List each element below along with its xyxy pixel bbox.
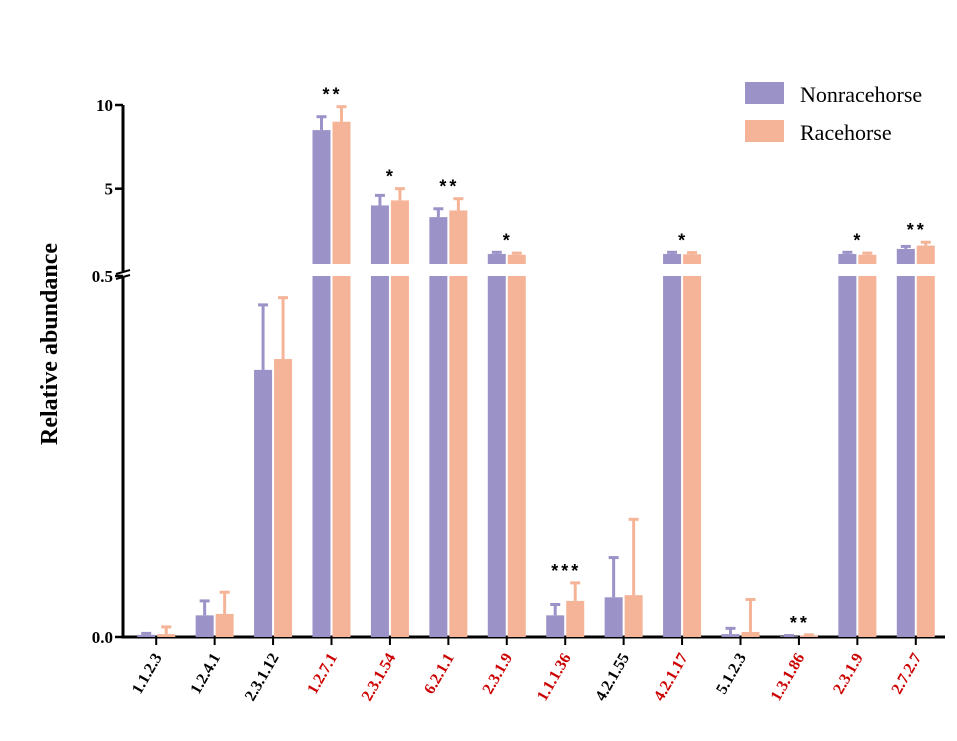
significance-marker: ** (907, 220, 927, 240)
bar-upper (838, 253, 857, 264)
bar (254, 369, 273, 637)
bar-lower (683, 276, 702, 637)
bar (215, 613, 234, 637)
bar-lower (507, 276, 526, 637)
x-tick-label: 2.3.1.9 (480, 651, 517, 698)
significance-marker: * (678, 230, 688, 250)
x-tick-label: 4.2.1.17 (651, 651, 692, 705)
bar-upper (663, 253, 682, 264)
significance-marker: ** (322, 85, 342, 105)
legend-swatch-racehorse (745, 120, 784, 142)
x-tick-label: 5.1.2.3 (713, 651, 750, 698)
bar (624, 595, 643, 637)
x-tick-label: 1.2.7.1 (304, 651, 341, 698)
bar-upper (858, 254, 877, 264)
bar-lower (332, 276, 351, 637)
bar-upper (429, 217, 448, 264)
x-tick-label: 6.2.1.1 (421, 651, 458, 698)
x-tick-label: 1.1.1.36 (534, 651, 575, 705)
bar (721, 634, 740, 637)
bar-upper (312, 130, 331, 264)
bar-upper (487, 253, 506, 264)
bar-lower (896, 276, 915, 637)
legend: Nonracehorse Racehorse (745, 82, 922, 145)
category-labels: 1.1.2.3 1.2.4.1 2.3.1.12 1.2.7.1 2.3.1.54 6.2… (129, 637, 925, 704)
x-tick-label: 2.7.2.7 (889, 651, 926, 698)
bar-upper (507, 254, 526, 264)
bar-lower (312, 276, 331, 637)
bar (566, 600, 585, 637)
bar-lower (370, 276, 389, 637)
bar (157, 634, 176, 637)
bars: *************** (137, 85, 935, 638)
bar (741, 631, 760, 637)
x-tick-label: 4.2.1.55 (592, 651, 633, 705)
bar-lower (663, 276, 682, 637)
x-tick-label: 1.2.4.1 (187, 651, 224, 698)
x-tick-label: 2.3.1.9 (830, 651, 867, 698)
x-tick-label: 2.3.1.12 (242, 651, 283, 705)
bar-lower (390, 276, 409, 637)
bar-lower (429, 276, 448, 637)
significance-marker: ** (790, 613, 810, 633)
legend-label-nonracehorse: Nonracehorse (800, 82, 922, 107)
bar-upper (683, 254, 702, 264)
y-tick-label: 10 (96, 96, 113, 115)
bar (137, 634, 156, 637)
axis-break-mark-upper (115, 269, 131, 275)
significance-marker: * (386, 167, 396, 187)
bar-upper (370, 205, 389, 264)
y-axis-title: Relative abundance (37, 243, 63, 445)
significance-marker: * (503, 230, 513, 250)
y-tick-label: 5 (105, 180, 114, 199)
bar-upper (449, 210, 468, 264)
bar-lower (487, 276, 506, 637)
x-tick-label: 1.3.1.86 (768, 651, 809, 705)
significance-marker: *** (551, 561, 581, 581)
bar (274, 359, 293, 637)
significance-marker: * (853, 230, 863, 250)
bar (195, 615, 214, 637)
y-tick-label: 0.0 (92, 628, 113, 647)
bar-lower (916, 276, 935, 637)
legend-label-racehorse: Racehorse (800, 120, 892, 145)
bar-lower (838, 276, 857, 637)
bar (546, 615, 565, 637)
bar-upper (896, 248, 915, 264)
bar-lower (449, 276, 468, 637)
bar-upper (332, 121, 351, 264)
significance-marker: ** (439, 177, 459, 197)
bar-upper (390, 200, 409, 264)
bar-lower (858, 276, 877, 637)
bar-upper (916, 245, 935, 264)
bar (604, 597, 623, 637)
x-tick-label: 1.1.2.3 (129, 651, 166, 698)
y-tick-label: 0.5 (92, 267, 113, 286)
x-tick-label: 2.3.1.54 (359, 651, 400, 705)
legend-swatch-nonracehorse (745, 82, 784, 104)
